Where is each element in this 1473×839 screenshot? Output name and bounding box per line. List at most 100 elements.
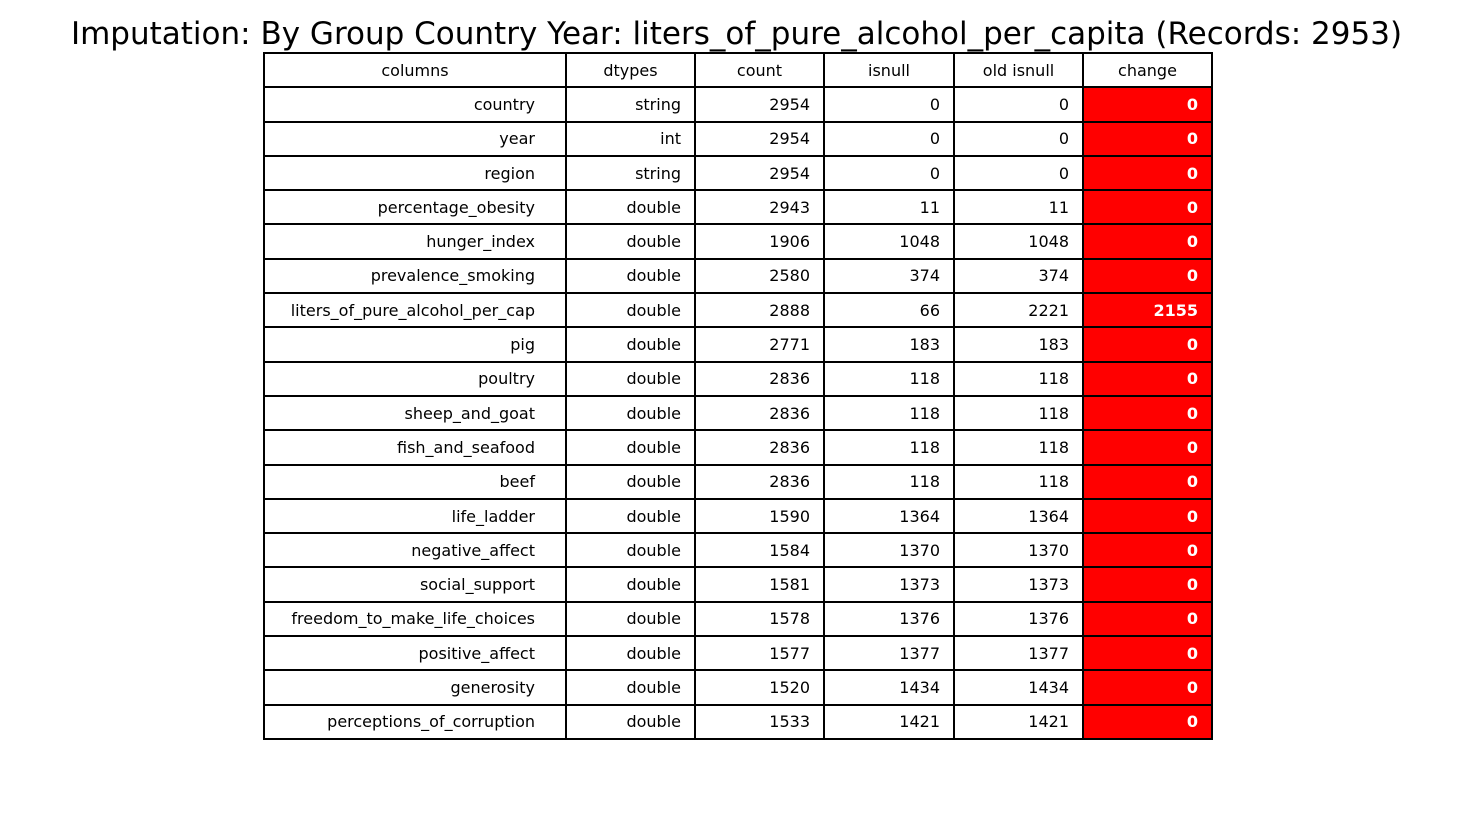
cell-isnull: 1434 bbox=[823, 669, 955, 706]
column-header-dtypes: dtypes bbox=[565, 51, 696, 89]
cell-isnull: 374 bbox=[823, 257, 955, 295]
cell-count: 1520 bbox=[694, 669, 825, 706]
column-header-count: count bbox=[694, 51, 825, 89]
cell-isnull: 0 bbox=[823, 86, 955, 123]
cell-count: 2954 bbox=[694, 154, 825, 192]
table-row: generosity double 1520 1434 1434 0 bbox=[263, 669, 1213, 706]
cell-dtypes: double bbox=[565, 223, 696, 260]
cell-old-isnull: 374 bbox=[953, 257, 1084, 295]
cell-dtypes: double bbox=[565, 532, 696, 569]
cell-dtypes: string bbox=[565, 154, 696, 192]
table-row: life_ladder double 1590 1364 1364 0 bbox=[263, 497, 1213, 535]
cell-change: 0 bbox=[1082, 394, 1213, 432]
table-row: negative_affect double 1584 1370 1370 0 bbox=[263, 532, 1213, 569]
cell-isnull: 0 bbox=[823, 154, 955, 192]
cell-isnull: 183 bbox=[823, 326, 955, 363]
chart-title: Imputation: By Group Country Year: liter… bbox=[70, 16, 1403, 52]
cell-change: 0 bbox=[1082, 86, 1213, 123]
cell-dtypes: double bbox=[565, 292, 696, 329]
column-header-columns: columns bbox=[263, 51, 567, 89]
table-row: country string 2954 0 0 0 bbox=[263, 86, 1213, 123]
table-body: country string 2954 0 0 0 year int 2954 0 0 0 region… bbox=[263, 86, 1213, 740]
cell-columns: poultry bbox=[263, 360, 567, 397]
cell-old-isnull: 1434 bbox=[953, 669, 1084, 706]
cell-isnull: 1370 bbox=[823, 532, 955, 569]
table-row: perceptions_of_corruption double 1533 1421 1… bbox=[263, 703, 1213, 740]
cell-count: 2836 bbox=[694, 429, 825, 466]
cell-isnull: 1376 bbox=[823, 600, 955, 638]
table-header-row: columns dtypes count isnull old isnull change bbox=[263, 51, 1213, 89]
cell-dtypes: double bbox=[565, 326, 696, 363]
imputation-table: columns dtypes count isnull old isnull change… bbox=[263, 51, 1213, 740]
cell-change: 0 bbox=[1082, 463, 1213, 500]
cell-change: 2155 bbox=[1082, 292, 1213, 329]
cell-change: 0 bbox=[1082, 566, 1213, 603]
cell-dtypes: double bbox=[565, 497, 696, 535]
cell-isnull: 118 bbox=[823, 429, 955, 466]
table-row: positive_affect double 1577 1377 1377 0 bbox=[263, 635, 1213, 672]
column-header-change: change bbox=[1082, 51, 1213, 89]
cell-count: 2954 bbox=[694, 86, 825, 123]
cell-isnull: 1377 bbox=[823, 635, 955, 672]
cell-change: 0 bbox=[1082, 669, 1213, 706]
cell-dtypes: double bbox=[565, 257, 696, 295]
cell-columns: freedom_to_make_life_choices bbox=[263, 600, 567, 638]
cell-isnull: 1373 bbox=[823, 566, 955, 603]
cell-dtypes: string bbox=[565, 86, 696, 123]
cell-change: 0 bbox=[1082, 497, 1213, 535]
cell-columns: sheep_and_goat bbox=[263, 394, 567, 432]
table-row: percentage_obesity double 2943 11 11 0 bbox=[263, 189, 1213, 226]
cell-isnull: 118 bbox=[823, 463, 955, 500]
cell-count: 2954 bbox=[694, 120, 825, 157]
cell-columns: generosity bbox=[263, 669, 567, 706]
cell-columns: prevalence_smoking bbox=[263, 257, 567, 295]
cell-old-isnull: 1370 bbox=[953, 532, 1084, 569]
cell-change: 0 bbox=[1082, 600, 1213, 638]
cell-isnull: 1048 bbox=[823, 223, 955, 260]
cell-old-isnull: 1376 bbox=[953, 600, 1084, 638]
cell-old-isnull: 118 bbox=[953, 394, 1084, 432]
cell-count: 2836 bbox=[694, 463, 825, 500]
cell-isnull: 118 bbox=[823, 360, 955, 397]
cell-dtypes: double bbox=[565, 669, 696, 706]
cell-change: 0 bbox=[1082, 326, 1213, 363]
cell-dtypes: double bbox=[565, 463, 696, 500]
cell-columns: percentage_obesity bbox=[263, 189, 567, 226]
cell-change: 0 bbox=[1082, 635, 1213, 672]
table-row: fish_and_seafood double 2836 118 118 0 bbox=[263, 429, 1213, 466]
cell-old-isnull: 0 bbox=[953, 120, 1084, 157]
cell-count: 2836 bbox=[694, 394, 825, 432]
table-row: prevalence_smoking double 2580 374 374 0 bbox=[263, 257, 1213, 295]
cell-count: 2836 bbox=[694, 360, 825, 397]
table-row: liters_of_pure_alcohol_per_cap double 2888… bbox=[263, 292, 1213, 329]
cell-dtypes: double bbox=[565, 600, 696, 638]
table-row: year int 2954 0 0 0 bbox=[263, 120, 1213, 157]
table-row: region string 2954 0 0 0 bbox=[263, 154, 1213, 192]
cell-columns: beef bbox=[263, 463, 567, 500]
cell-count: 2771 bbox=[694, 326, 825, 363]
cell-columns: negative_affect bbox=[263, 532, 567, 569]
cell-columns: hunger_index bbox=[263, 223, 567, 260]
cell-columns: social_support bbox=[263, 566, 567, 603]
cell-old-isnull: 0 bbox=[953, 86, 1084, 123]
cell-change: 0 bbox=[1082, 703, 1213, 740]
cell-old-isnull: 1373 bbox=[953, 566, 1084, 603]
cell-change: 0 bbox=[1082, 429, 1213, 466]
cell-isnull: 0 bbox=[823, 120, 955, 157]
table-row: freedom_to_make_life_choices double 1578 13… bbox=[263, 600, 1213, 638]
cell-change: 0 bbox=[1082, 257, 1213, 295]
cell-old-isnull: 118 bbox=[953, 429, 1084, 466]
table-row: hunger_index double 1906 1048 1048 0 bbox=[263, 223, 1213, 260]
cell-count: 1584 bbox=[694, 532, 825, 569]
table-row: social_support double 1581 1373 1373 0 bbox=[263, 566, 1213, 603]
cell-old-isnull: 118 bbox=[953, 360, 1084, 397]
cell-count: 1577 bbox=[694, 635, 825, 672]
cell-columns: year bbox=[263, 120, 567, 157]
column-header-isnull: isnull bbox=[823, 51, 955, 89]
cell-columns: life_ladder bbox=[263, 497, 567, 535]
cell-change: 0 bbox=[1082, 120, 1213, 157]
cell-count: 1906 bbox=[694, 223, 825, 260]
cell-count: 1590 bbox=[694, 497, 825, 535]
cell-change: 0 bbox=[1082, 223, 1213, 260]
cell-isnull: 1421 bbox=[823, 703, 955, 740]
